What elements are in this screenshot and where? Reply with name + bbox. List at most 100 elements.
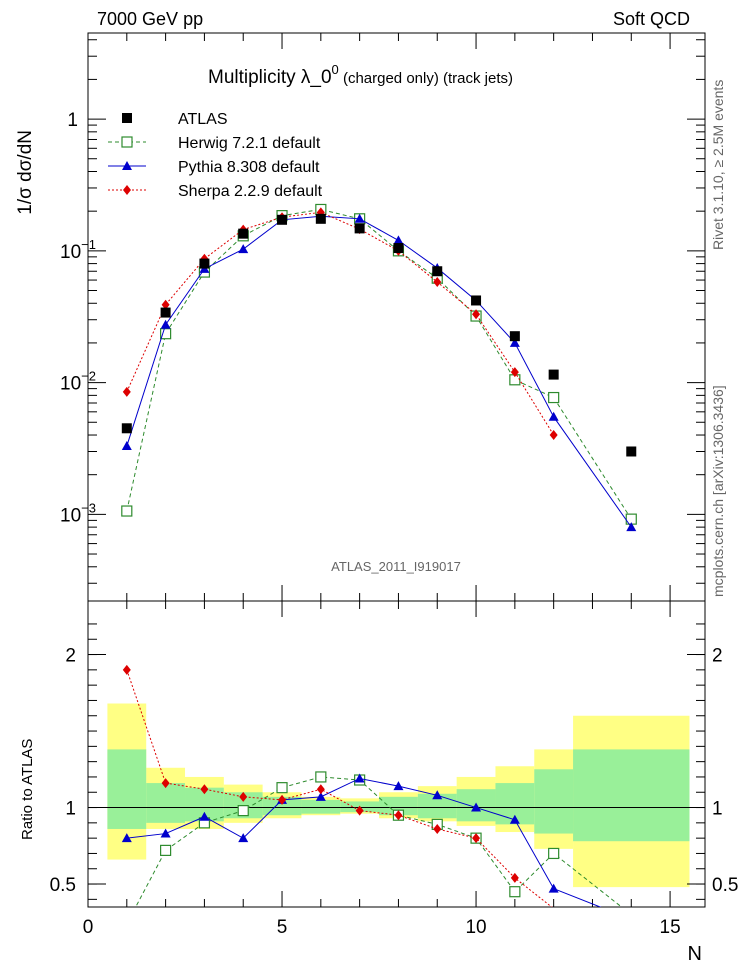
legend-label: Pythia 8.308 default bbox=[178, 159, 320, 176]
ratio-y-tick-label-right: 0.5 bbox=[712, 875, 738, 896]
x-tick-label: 10 bbox=[465, 917, 486, 938]
upper-data-point bbox=[121, 505, 133, 517]
ratio-data-point bbox=[354, 773, 365, 783]
upper-y-tick-label: 10−2 bbox=[60, 369, 96, 395]
axes: 10−310−210−110 5 10 150.5 0.51 12 2 bbox=[50, 33, 738, 938]
upper-data-point bbox=[122, 386, 131, 397]
ratio-data-point bbox=[276, 782, 288, 794]
x-tick-label: 0 bbox=[83, 917, 94, 938]
ratio-y-tick-label: 0.5 bbox=[50, 875, 76, 896]
chart-title-sub: (charged only) (track jets) bbox=[339, 70, 513, 87]
ratio-data-point bbox=[200, 784, 209, 795]
upper-y-axis-label: 1/σ dσ/dN bbox=[15, 130, 36, 215]
ratio-data-point bbox=[472, 833, 481, 844]
ratio-data-point bbox=[315, 771, 327, 783]
ratio-data-point bbox=[160, 844, 172, 856]
ratio-data-point bbox=[199, 811, 210, 821]
upper-data-point bbox=[548, 369, 559, 380]
upper-data-point bbox=[433, 277, 442, 288]
green-band-bin bbox=[262, 796, 302, 816]
green-band-bin bbox=[534, 769, 574, 834]
upper-y-tick-label: 1 bbox=[67, 110, 78, 131]
upper-data-point bbox=[315, 213, 326, 224]
upper-data-point bbox=[277, 214, 288, 225]
legend-marker bbox=[122, 113, 132, 123]
ratio-data-point bbox=[548, 883, 559, 893]
ratio-data-point bbox=[238, 833, 249, 843]
upper-data-point bbox=[471, 295, 482, 306]
ratio-panel-frame bbox=[87, 600, 706, 908]
upper-data-point bbox=[393, 243, 404, 254]
ratio-data-point bbox=[509, 814, 520, 824]
green-band-bin bbox=[573, 749, 690, 842]
ratio-data-point bbox=[121, 833, 132, 843]
ratio-data-point bbox=[239, 791, 248, 802]
mcplots-label: mcplots.cern.ch [arXiv:1306.3436] bbox=[710, 385, 726, 597]
upper-data-point bbox=[121, 441, 132, 451]
ratio-panel-series bbox=[121, 664, 623, 907]
green-band-bin bbox=[379, 796, 418, 816]
upper-data-point bbox=[393, 235, 404, 245]
x-tick-label: 5 bbox=[277, 917, 288, 938]
upper-data-point bbox=[199, 258, 210, 269]
ratio-y-tick-label-right: 2 bbox=[712, 646, 723, 667]
legend-label: ATLAS bbox=[178, 111, 228, 128]
ratio-uncertainty-bands bbox=[88, 703, 705, 888]
ratio-data-point bbox=[510, 872, 519, 883]
legend-label: Herwig 7.2.1 default bbox=[178, 135, 321, 152]
upper-data-point bbox=[510, 367, 519, 378]
ratio-data-point bbox=[237, 805, 249, 817]
green-band-bin bbox=[107, 749, 147, 829]
green-band-bin bbox=[146, 783, 186, 823]
ratio-series-line bbox=[126, 669, 553, 907]
legend-label: Sherpa 2.2.9 default bbox=[178, 183, 323, 200]
green-band-bin bbox=[301, 799, 341, 814]
upper-data-point bbox=[354, 223, 365, 234]
chart-title-main: Multiplicity λ_0 bbox=[208, 67, 332, 88]
ratio-data-point bbox=[160, 828, 171, 838]
ratio-y-axis-label: Ratio to ATLAS bbox=[19, 739, 36, 840]
upper-data-point bbox=[354, 213, 365, 223]
upper-data-point bbox=[432, 266, 443, 277]
upper-data-point bbox=[238, 228, 249, 239]
ratio-data-point bbox=[161, 778, 170, 789]
upper-data-point bbox=[626, 446, 637, 457]
ratio-data-point bbox=[316, 784, 325, 795]
upper-data-point bbox=[161, 299, 170, 310]
upper-data-point bbox=[472, 309, 481, 320]
analysis-tag: ATLAS_2011_I919017 bbox=[331, 559, 461, 574]
upper-series-line bbox=[126, 208, 632, 520]
upper-data-point bbox=[509, 331, 520, 342]
x-axis-label: N bbox=[688, 943, 702, 965]
upper-data-point bbox=[548, 391, 560, 404]
ratio-data-point bbox=[509, 886, 521, 898]
upper-y-tick-label: 10−3 bbox=[60, 500, 96, 526]
upper-data-point bbox=[160, 307, 171, 318]
chart-title-sup: 0 bbox=[332, 62, 339, 77]
ratio-data-point bbox=[355, 805, 364, 816]
upper-data-point bbox=[238, 244, 249, 254]
ratio-y-tick-label-right: 1 bbox=[712, 799, 723, 820]
ratio-y-tick-label: 1 bbox=[65, 799, 76, 820]
upper-series-line bbox=[126, 211, 555, 436]
upper-y-tick-label: 10−1 bbox=[60, 237, 96, 263]
ratio-data-point bbox=[122, 664, 131, 675]
upper-panel-series bbox=[121, 203, 637, 532]
ratio-y-tick-label: 2 bbox=[65, 646, 76, 667]
upper-data-point bbox=[549, 430, 558, 441]
ratio-data-point bbox=[433, 823, 442, 834]
upper-data-point bbox=[121, 423, 132, 434]
upper-data-point bbox=[160, 319, 171, 329]
legend: ATLAS Herwig 7.2.1 default Pythia 8.308 de… bbox=[108, 111, 323, 200]
ratio-data-point bbox=[548, 847, 560, 860]
ratio-data-point bbox=[315, 791, 326, 801]
x-tick-label: 15 bbox=[660, 917, 681, 938]
upper-data-point bbox=[626, 522, 637, 532]
ratio-data-point bbox=[393, 781, 404, 791]
ratio-data-point bbox=[278, 794, 287, 805]
header-right: Soft QCD bbox=[613, 9, 690, 29]
legend-marker bbox=[123, 185, 131, 195]
upper-data-point bbox=[548, 411, 559, 421]
ratio-data-point bbox=[394, 810, 403, 821]
